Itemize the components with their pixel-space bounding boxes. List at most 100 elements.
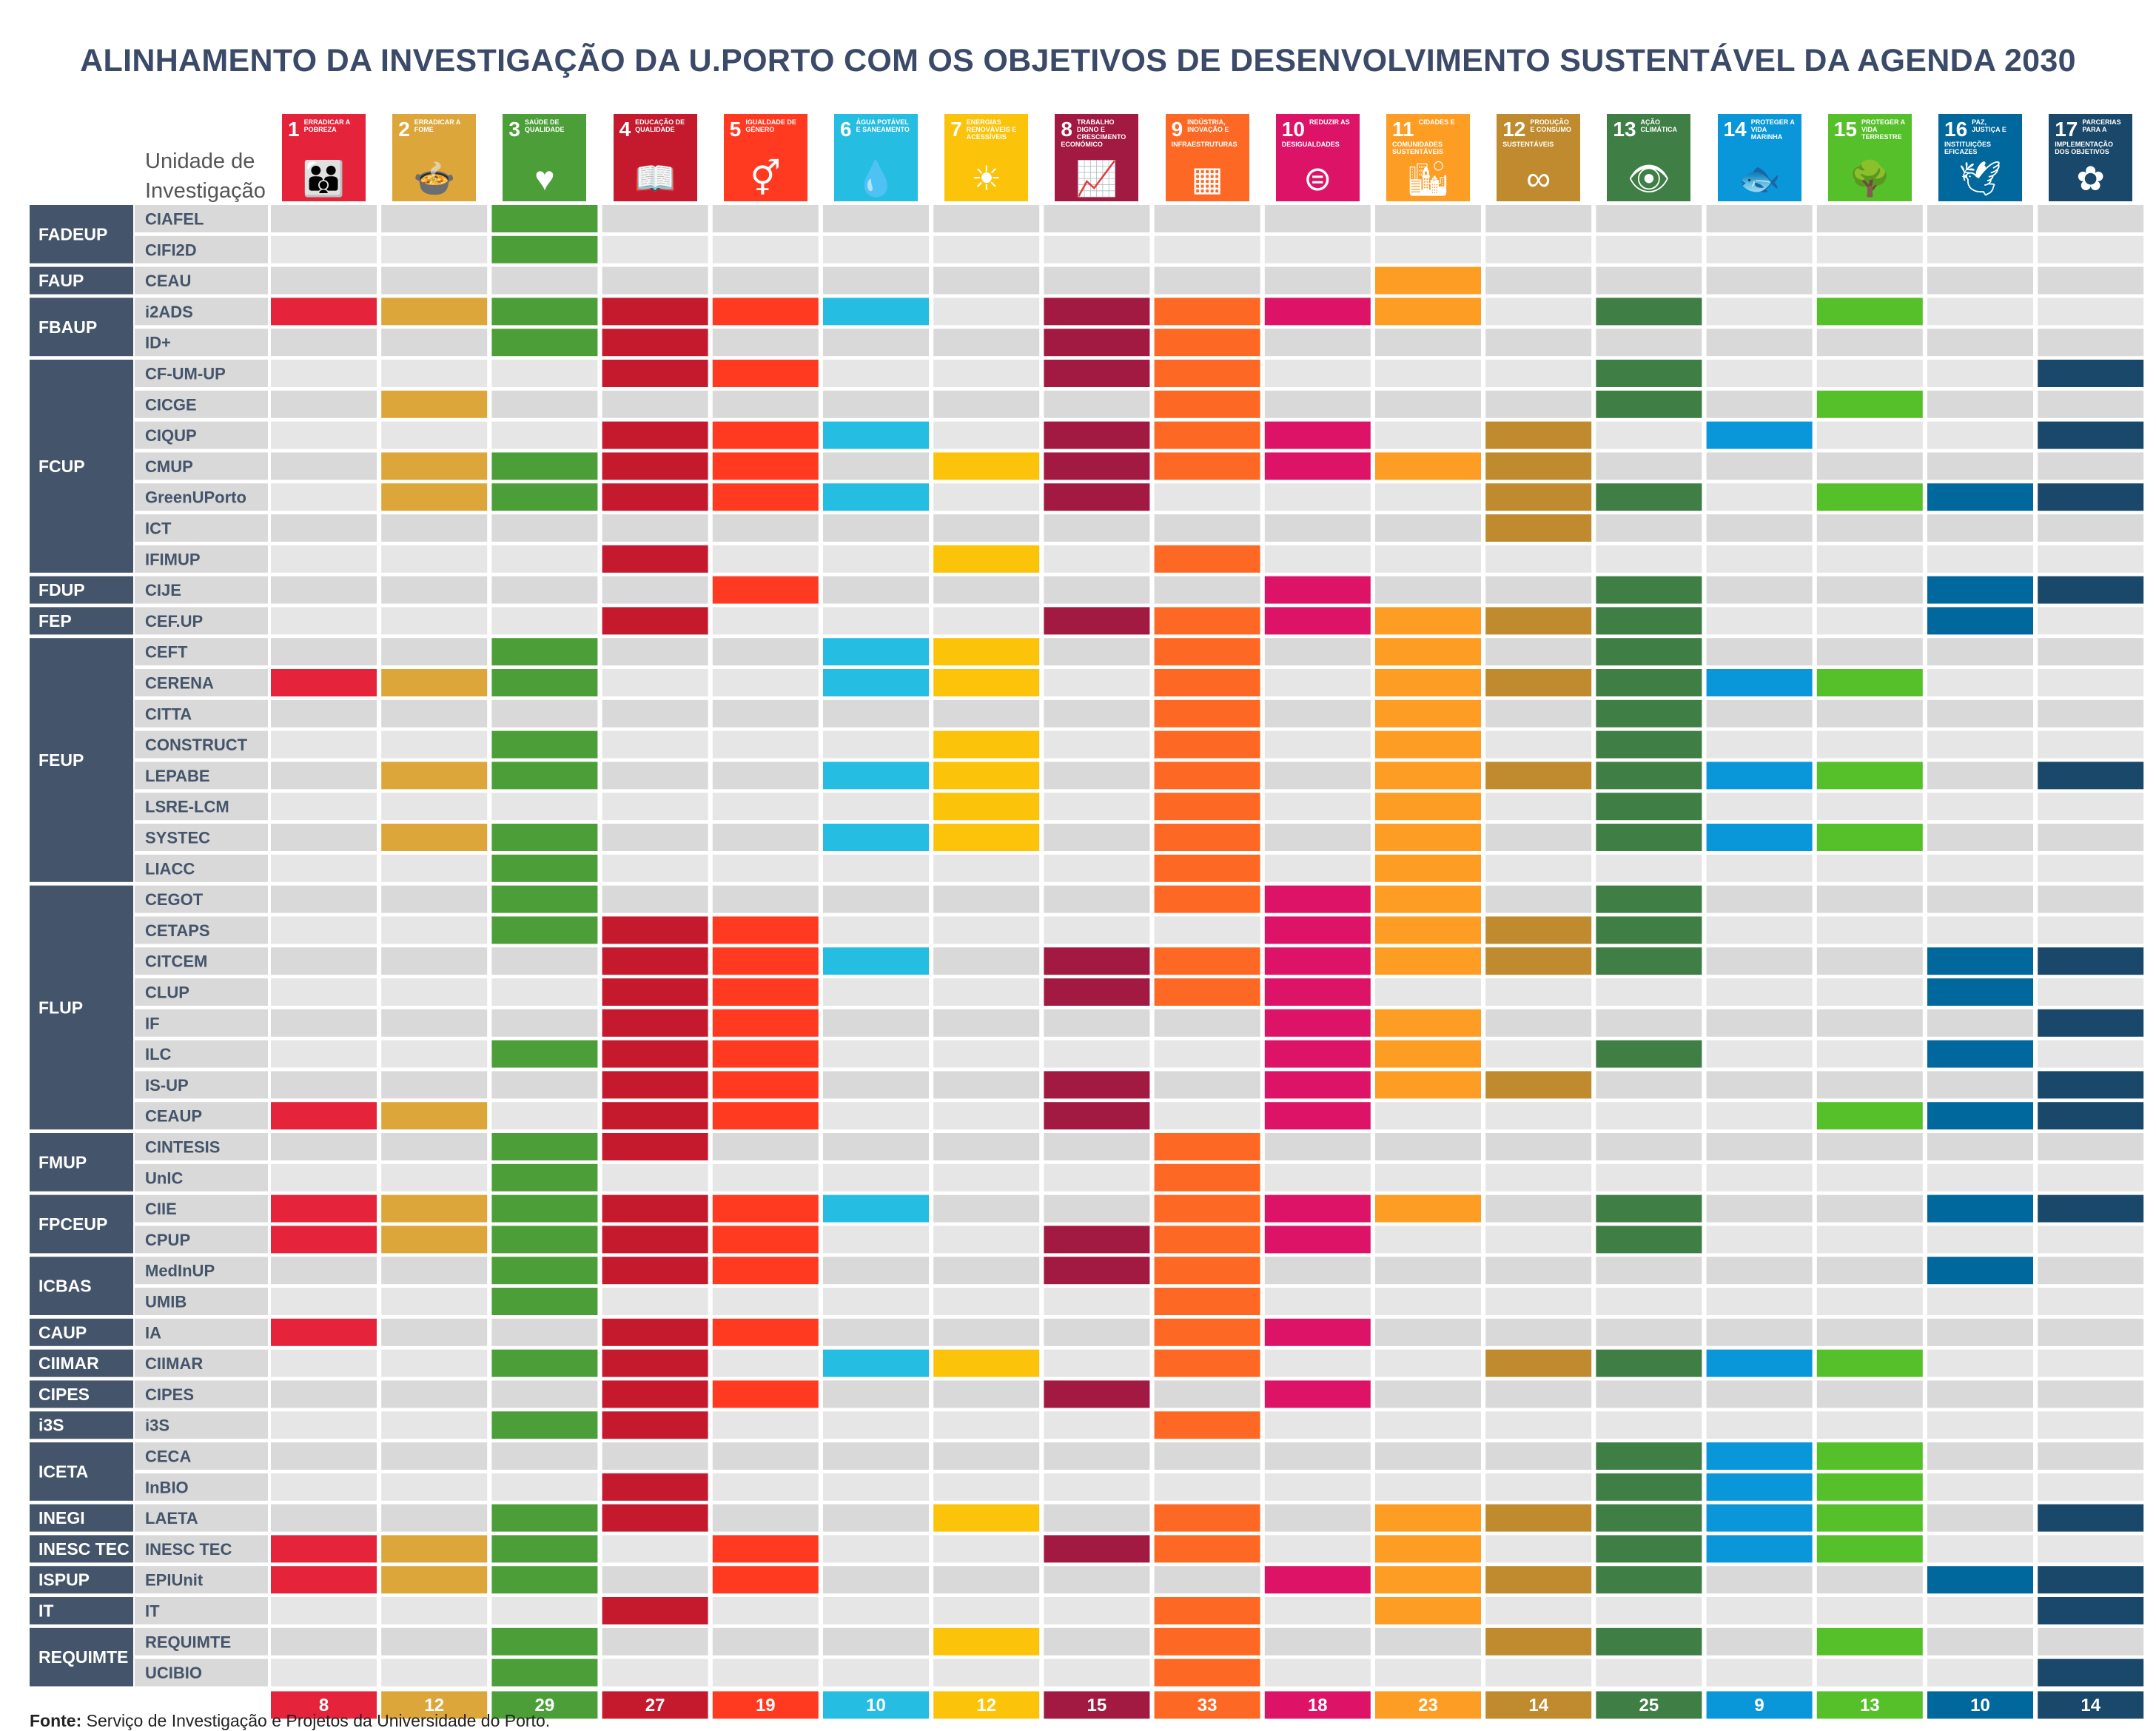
matrix-cell-aligned (1706, 1473, 1813, 1501)
matrix-cell-empty (1927, 1288, 2033, 1315)
matrix-cell-aligned (1816, 1442, 1923, 1470)
matrix-cell-empty (1264, 514, 1371, 542)
sdg-tile-9: 9 Indústria, inovação e infraestruturas ▦ (1165, 114, 1249, 201)
total-value: 9 (1754, 1695, 1764, 1715)
matrix-cell-aligned (602, 978, 708, 1006)
matrix-cell-empty (1816, 576, 1923, 604)
sdg-number: 5 (729, 118, 742, 141)
matrix-cell-empty (1927, 266, 2033, 295)
matrix-cell-empty (933, 1535, 1040, 1563)
matrix-cell-aligned (271, 1318, 377, 1346)
unit-cell (135, 607, 268, 635)
unit-cell (135, 638, 268, 666)
matrix-cell-empty (1044, 638, 1150, 666)
matrix-cell-empty (1816, 916, 1923, 944)
matrix-cell-aligned (1596, 1504, 1702, 1532)
matrix-cell-aligned (1596, 1566, 1702, 1594)
matrix-cell-empty (2038, 638, 2144, 666)
matrix-cell-aligned (712, 360, 819, 387)
sdg-tile-15: 15 Proteger a vida terrestre 🌳 (1827, 114, 1912, 201)
matrix-cell-aligned (491, 1163, 598, 1191)
matrix-cell-empty (1706, 1257, 1813, 1285)
matrix-cell-empty (712, 762, 819, 790)
matrix-cell-aligned (1264, 1040, 1371, 1068)
unit-cell (135, 947, 268, 975)
sdg-tile-2: 2 Erradicar a fome 🍲 (392, 114, 477, 201)
unit-label: CLUP (145, 984, 189, 1002)
matrix-cell-empty (381, 1288, 488, 1315)
total-cell (712, 1691, 819, 1719)
matrix-cell-empty (1706, 1658, 1813, 1687)
matrix-cell-empty (1706, 1163, 1813, 1191)
matrix-cell-empty (1706, 298, 1813, 326)
matrix-cell-empty (1375, 545, 1481, 573)
matrix-cell-aligned (1264, 298, 1371, 326)
unit-cell (135, 1566, 268, 1594)
matrix-cell-aligned (1596, 483, 1702, 511)
matrix-cell-aligned (1375, 1597, 1481, 1624)
matrix-cell-empty (1264, 1597, 1371, 1624)
matrix-cell-empty (712, 1163, 819, 1191)
matrix-cell-empty (1264, 1288, 1371, 1315)
matrix-cell-empty (1375, 1133, 1481, 1160)
matrix-cell-empty (491, 1380, 598, 1408)
matrix-cell-empty (2038, 235, 2144, 263)
matrix-cell-empty (1927, 1597, 2033, 1624)
matrix-cell-empty (1154, 205, 1260, 232)
matrix-cell-empty (1706, 978, 1813, 1006)
matrix-cell-empty (381, 1040, 488, 1068)
faculty-label: FPCEUP (38, 1214, 107, 1234)
matrix-cell-aligned (602, 947, 708, 975)
matrix-cell-empty (933, 885, 1040, 913)
unit-cell (135, 978, 268, 1006)
matrix-cell-empty (1596, 266, 1702, 295)
matrix-cell-aligned (602, 1133, 708, 1160)
matrix-cell-empty (1375, 576, 1481, 604)
matrix-cell-empty (1816, 1288, 1923, 1315)
unit-cell (135, 669, 268, 696)
matrix-cell-aligned (1044, 1535, 1150, 1563)
matrix-cell-empty (823, 1009, 929, 1037)
matrix-cell-empty (1264, 730, 1371, 759)
matrix-cell-aligned (823, 762, 929, 790)
matrix-cell-empty (271, 514, 377, 542)
unit-cell (135, 329, 268, 357)
matrix-cell-aligned (1154, 824, 1260, 851)
matrix-cell-empty (1044, 1442, 1150, 1470)
matrix-cell-aligned (491, 885, 598, 913)
matrix-cell-empty (1706, 205, 1813, 232)
faculty-label: ISPUP (38, 1570, 90, 1590)
matrix-cell-empty (712, 1288, 819, 1315)
total-cell (1264, 1691, 1371, 1719)
matrix-cell-aligned (823, 947, 929, 975)
matrix-cell-empty (1044, 1566, 1150, 1594)
matrix-cell-empty (271, 607, 377, 635)
unit-label: CIFI2D (145, 241, 197, 259)
total-value: 10 (866, 1695, 886, 1715)
matrix-cell-empty (823, 1133, 929, 1160)
matrix-cell-empty (1596, 1257, 1702, 1285)
faculty-block (30, 1627, 133, 1687)
matrix-cell-aligned (491, 824, 598, 851)
matrix-cell-aligned (602, 1071, 708, 1099)
matrix-cell-empty (381, 1318, 488, 1346)
matrix-cell-aligned (712, 1318, 819, 1346)
matrix-cell-empty (271, 205, 377, 232)
matrix-cell-aligned (1154, 762, 1260, 790)
matrix-cell-empty (933, 916, 1040, 944)
matrix-cell-empty (1706, 854, 1813, 882)
unit-cell (135, 1288, 268, 1315)
matrix-cell-empty (1485, 793, 1592, 821)
sdg-number: 12 (1502, 118, 1526, 141)
matrix-cell-empty (1154, 266, 1260, 295)
matrix-cell-empty (1044, 1627, 1150, 1656)
matrix-cell-empty (712, 885, 819, 913)
matrix-cell-empty (712, 329, 819, 357)
matrix-cell-aligned (823, 298, 929, 326)
matrix-cell-empty (1485, 699, 1592, 727)
unit-cell (135, 205, 268, 232)
matrix-cell-empty (1485, 1163, 1592, 1191)
sdg-tile-7: 7 Energias renováveis e acessíveis ☀ (944, 114, 1029, 201)
sdg-name: Indústria, inovação e infraestruturas (1171, 118, 1237, 148)
matrix-cell-empty (1044, 266, 1150, 295)
